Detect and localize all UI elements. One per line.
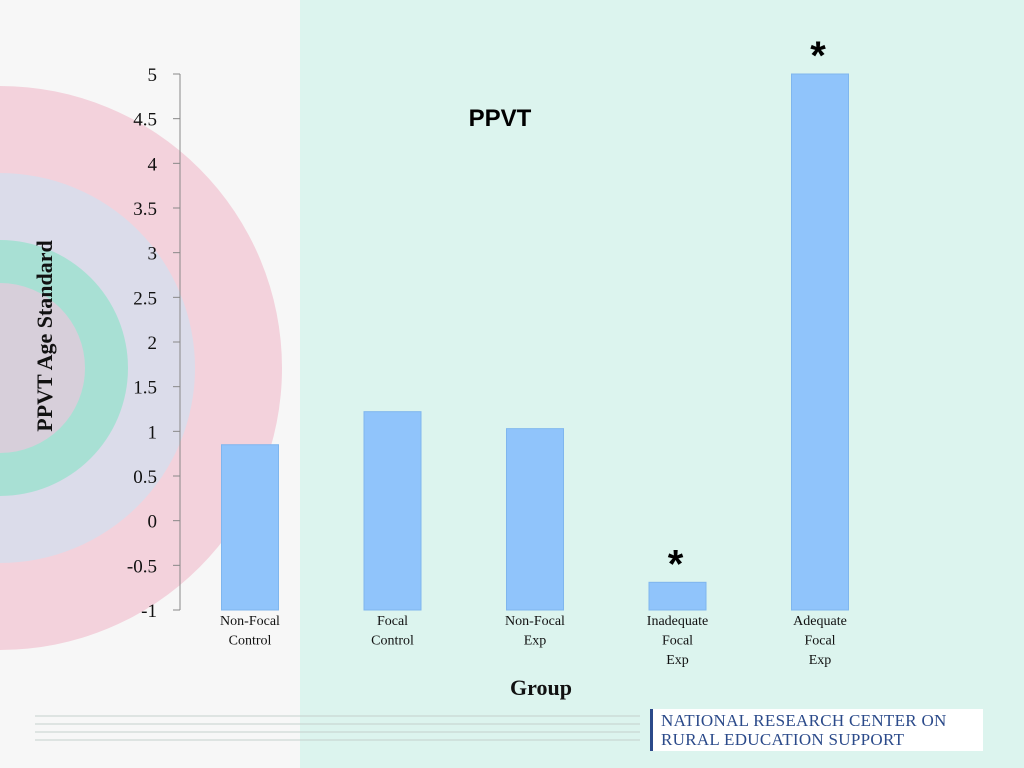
x-category-label-line: Exp — [524, 634, 547, 649]
decorative-rings — [0, 86, 282, 650]
y-tick-label: 1.5 — [133, 378, 157, 399]
chart-title: PPVT — [469, 105, 532, 132]
x-category-label: Non-Focal Control — [220, 614, 280, 649]
category-labels: Non-Focal Control Focal Control Non-Focal Exp… — [220, 614, 847, 668]
logo-line-2: RURAL EDUCATION SUPPORT — [661, 730, 905, 749]
x-category-label-line: Inadequate — [647, 614, 708, 629]
bar — [506, 428, 564, 611]
x-category-label-line: Focal — [662, 634, 693, 649]
x-category-label: Adequate Focal Exp — [793, 614, 847, 668]
decorative-panel — [0, 0, 300, 768]
x-category-label-line: Adequate — [793, 614, 847, 629]
x-category-label-line: Focal — [804, 634, 835, 649]
x-category-label: Inadequate Focal Exp — [647, 614, 708, 668]
y-tick-label: 2.5 — [133, 288, 157, 309]
x-axis-title: Group — [510, 675, 572, 700]
significance-markers: ** — [668, 34, 827, 586]
x-category-label: Focal Control — [371, 614, 414, 649]
y-tick-label: 0 — [148, 512, 158, 533]
x-category-label-line: Non-Focal — [505, 614, 565, 629]
significance-asterisk: * — [668, 542, 684, 586]
y-tick-label: 3 — [148, 244, 158, 265]
ring-core — [0, 283, 85, 453]
logo-line-1: NATIONAL RESEARCH CENTER ON — [661, 711, 947, 730]
bar — [648, 581, 707, 611]
y-tick-label: 1 — [148, 422, 158, 443]
y-tick-label: 3.5 — [133, 199, 157, 220]
y-tick-label: -1 — [141, 601, 157, 622]
significance-asterisk: * — [810, 34, 826, 78]
bar — [363, 411, 422, 611]
x-category-label-line: Control — [371, 634, 414, 649]
x-category-label: Non-Focal Exp — [505, 614, 565, 649]
footer-lines — [35, 715, 640, 741]
x-category-label-line: Non-Focal — [220, 614, 280, 629]
y-tick-label: 0.5 — [133, 467, 157, 488]
x-category-label-line: Control — [229, 634, 272, 649]
y-tick-label: 4.5 — [133, 110, 157, 131]
organization-logo: NATIONAL RESEARCH CENTER ON RURAL EDUCAT… — [650, 709, 983, 751]
y-axis-ticks: 5 4.5 4 3.5 3 2.5 2 1.5 1 0.5 0 -0.5 -1 — [127, 65, 180, 622]
y-axis-title: PPVT Age Standard — [32, 240, 57, 432]
bars — [221, 73, 849, 611]
y-tick-label: 4 — [148, 154, 158, 175]
y-tick-label: -0.5 — [127, 556, 157, 577]
y-tick-label: 2 — [148, 333, 158, 354]
y-tick-label: 5 — [148, 65, 158, 86]
bar — [221, 444, 279, 611]
x-category-label-line: Exp — [666, 653, 689, 668]
bar — [791, 73, 849, 611]
x-category-label-line: Focal — [377, 614, 408, 629]
x-category-label-line: Exp — [809, 653, 832, 668]
